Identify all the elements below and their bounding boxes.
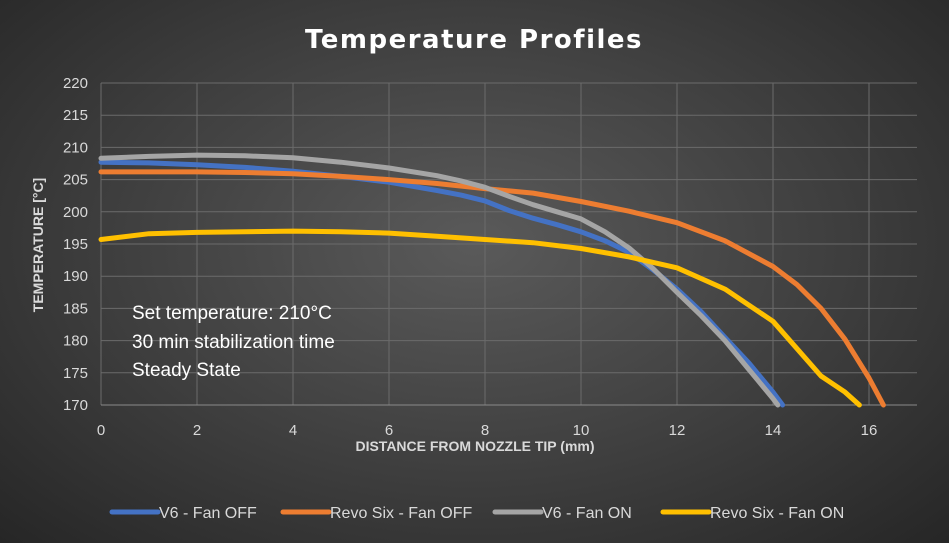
x-tick-labels: 0 2 4 6 8 10 12 14 16 (97, 422, 878, 439)
legend-item: Revo Six - Fan OFF (280, 505, 472, 522)
x-tick-label: 16 (861, 422, 878, 439)
series-line-4 (98, 228, 862, 408)
annotation-line-2: 30 min stabilization time (132, 332, 335, 353)
legend-label: Revo Six - Fan OFF (330, 505, 472, 522)
x-tick-label: 4 (289, 422, 297, 439)
y-tick-labels: 170 175 180 185 190 195 200 205 210 215 220 (63, 75, 88, 414)
legend-item: Revo Six - Fan ON (660, 505, 844, 522)
x-tick-label: 0 (97, 422, 105, 439)
legend-item: V6 - Fan ON (492, 505, 632, 522)
y-tick-label: 210 (63, 139, 88, 156)
y-tick-label: 200 (63, 204, 88, 221)
x-axis-title: DISTANCE FROM NOZZLE TIP (mm) (355, 438, 594, 454)
gridlines (100, 82, 917, 406)
series-line-2 (98, 169, 886, 408)
x-tick-label: 8 (481, 422, 489, 439)
x-tick-label: 14 (765, 422, 782, 439)
x-tick-label: 12 (669, 422, 686, 439)
y-tick-label: 190 (63, 268, 88, 285)
legend-label: V6 - Fan ON (542, 505, 632, 522)
annotation-text: Set temperature: 210°C 30 min stabilizat… (132, 303, 335, 381)
legend-label: Revo Six - Fan ON (710, 505, 844, 522)
annotation-line-1: Set temperature: 210°C (132, 303, 332, 324)
y-tick-label: 195 (63, 236, 88, 253)
y-axis-title: TEMPERATURE [°C] (30, 178, 46, 312)
chart-title: Temperature Profiles (305, 25, 643, 55)
annotation-line-3: Steady State (132, 360, 241, 381)
series-line-1 (98, 159, 786, 408)
legend-label: V6 - Fan OFF (159, 505, 257, 522)
legend-item: V6 - Fan OFF (109, 505, 257, 522)
y-tick-label: 220 (63, 75, 88, 92)
series-lines (98, 152, 886, 408)
series-line-3 (98, 152, 781, 408)
y-tick-label: 215 (63, 107, 88, 124)
legend: V6 - Fan OFF Revo Six - Fan OFF V6 - Fan O… (109, 505, 844, 522)
x-tick-label: 6 (385, 422, 393, 439)
y-tick-label: 185 (63, 300, 88, 317)
y-tick-label: 205 (63, 172, 88, 189)
y-tick-label: 170 (63, 397, 88, 414)
x-tick-label: 10 (573, 422, 590, 439)
y-tick-label: 180 (63, 333, 88, 350)
y-tick-label: 175 (63, 365, 88, 382)
x-tick-label: 2 (193, 422, 201, 439)
